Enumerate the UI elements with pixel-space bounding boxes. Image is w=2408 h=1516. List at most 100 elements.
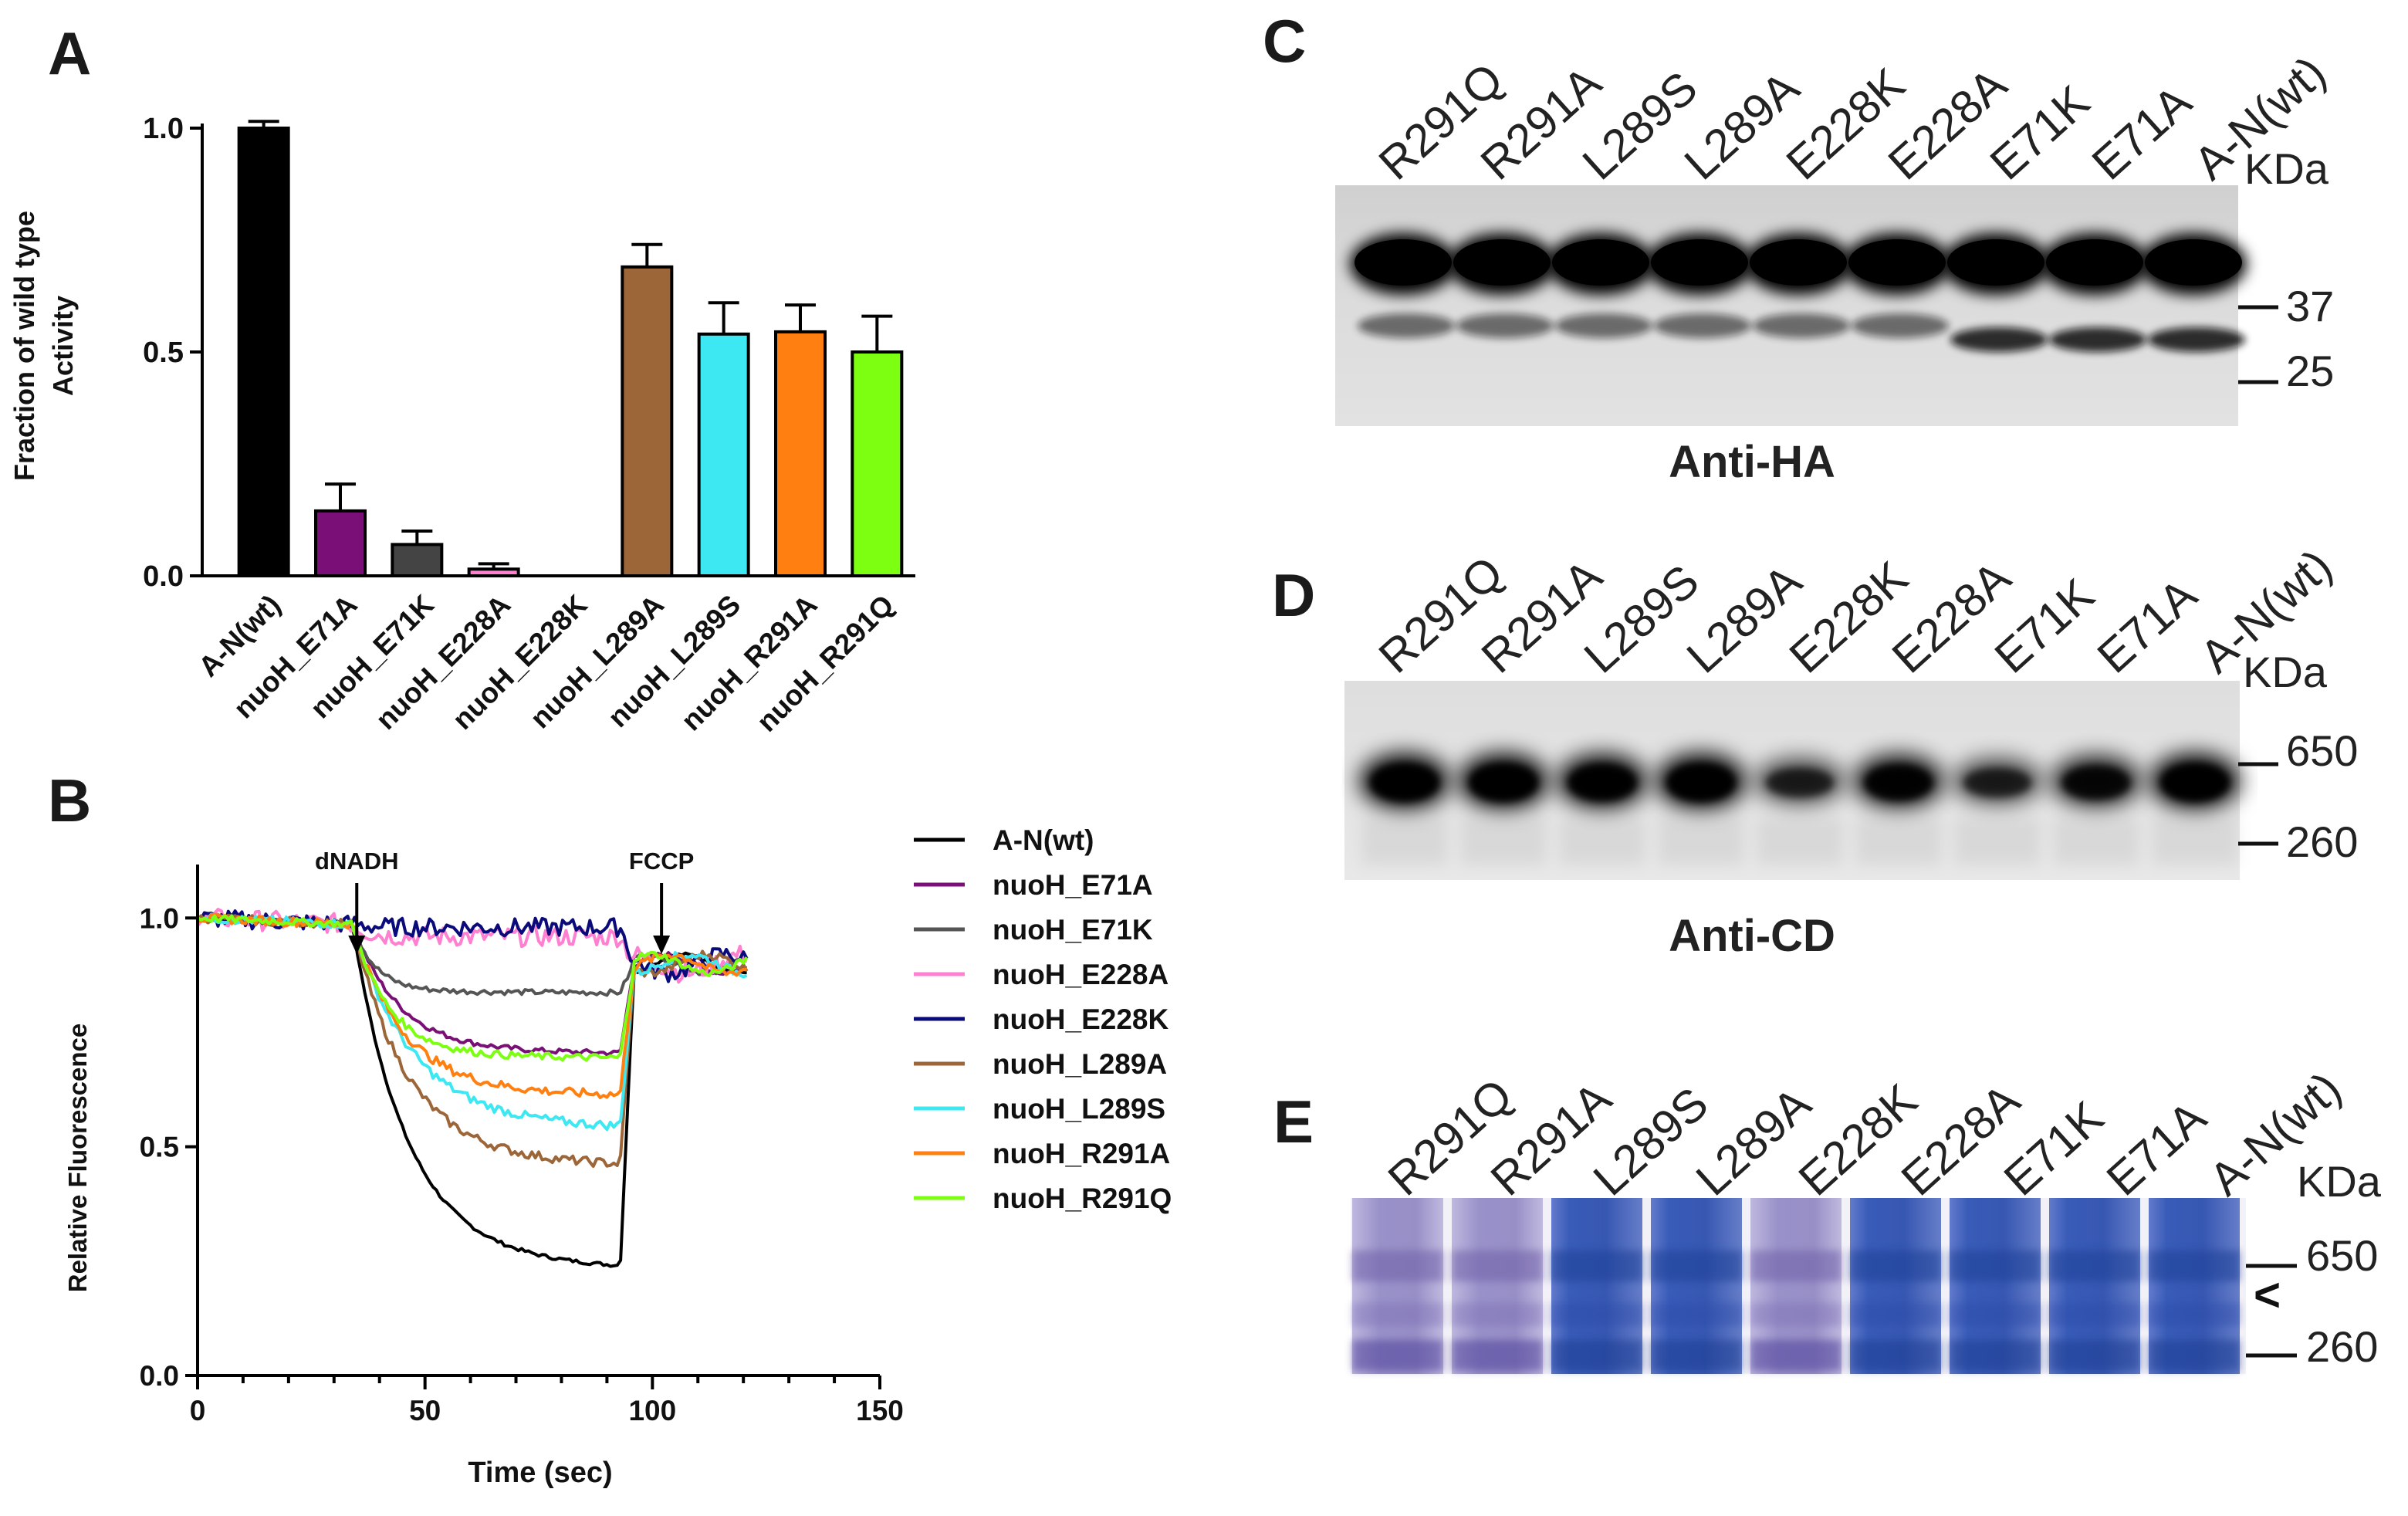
band-smear [1955, 818, 2040, 865]
gel-band-650 [2049, 1250, 2140, 1281]
y-axis-label-line1: Fraction of wild type [8, 211, 40, 481]
band-core [1371, 764, 1439, 801]
gel-band-complex [1352, 1303, 1443, 1326]
lane-label: E228K [1777, 58, 1915, 189]
band-main-core [1552, 239, 1649, 286]
y-tick-label: 0.5 [140, 1132, 179, 1163]
annotation-label: dNADH [315, 848, 399, 875]
panel-label-a: A [48, 19, 91, 87]
gel-band-650 [1551, 1250, 1642, 1281]
band-lower-E228K [1753, 313, 1850, 338]
band-smear [1461, 818, 1546, 865]
gel-band-complex [1452, 1303, 1543, 1326]
series-line-nuoH_R291Q [196, 914, 749, 1062]
x-axis-label: Time (sec) [468, 1457, 612, 1489]
annotation-label: FCCP [629, 848, 694, 875]
annotation-arrowhead [348, 936, 366, 954]
unit-label: KDa [2243, 648, 2328, 696]
gel-band-complex [1551, 1303, 1642, 1326]
legend-label: A-N(wt) [993, 824, 1094, 856]
marker-650: 650 [2306, 1231, 2378, 1280]
band-smear [2153, 818, 2237, 865]
western-blot-anti-ha: R291QR291AL289SL289AE228KE228AE71KE71AA-… [1335, 46, 2335, 487]
lane-label: E228A [1892, 1074, 2030, 1205]
y-tick-label: 0.5 [143, 337, 184, 369]
bar-nuoH_E71A [314, 509, 367, 578]
y-tick-label: 0.0 [143, 560, 184, 593]
gel-band-260 [1850, 1340, 1941, 1371]
y-axis-label-line2: Activity [47, 296, 79, 396]
western-blot-anti-cd: R291QR291AL289SL289AE228KE228AE71KE71AA-… [1344, 540, 2358, 961]
legend-label: nuoH_R291A [993, 1138, 1170, 1169]
band-core [2062, 766, 2130, 800]
x-tick-label: 150 [856, 1395, 904, 1426]
gel-band-260 [1452, 1340, 1543, 1371]
gel-band-650 [1750, 1250, 1842, 1281]
gel-band-complex [1950, 1303, 2041, 1326]
bar-nuoH_E71K [391, 543, 444, 578]
series-line-nuoH_L289S [196, 912, 748, 1132]
bar-chart-activity: A-N(wt)nuoH_E71AnuoH_E71KnuoH_E228AnuoH_… [8, 113, 915, 738]
lane-label: L289A [1686, 1078, 1821, 1206]
lane-label: L289A [1677, 555, 1811, 683]
gel-band-650 [1452, 1250, 1543, 1281]
panel-label-e: E [1273, 1088, 1314, 1156]
band-core [2161, 764, 2229, 801]
band-lower-E71K [1950, 327, 2048, 352]
y-tick-label: 1.0 [140, 902, 179, 934]
y-tick-label: 1.0 [143, 113, 184, 145]
marker-260: 260 [2306, 1322, 2378, 1371]
band-lower-R291Q [1358, 313, 1455, 338]
legend: A-N(wt) nuoH_E71A nuoH_E71K nuoH_E228A nuoH_… [914, 824, 1172, 1214]
gel-band-650 [1352, 1250, 1443, 1281]
x-tick-label: nuoH_R291A [675, 589, 824, 737]
panel-label-c: C [1263, 7, 1306, 75]
gel-band-complex [2049, 1303, 2140, 1326]
bar-nuoH_L289A [621, 265, 674, 577]
lane-label: E71A [2097, 1091, 2216, 1206]
marker-37: 37 [2286, 282, 2334, 330]
band-lower-L289A [1654, 313, 1751, 338]
band-smear [2054, 818, 2139, 865]
gel-band-650 [1850, 1250, 1941, 1281]
y-tick-label: 0.0 [140, 1360, 179, 1392]
annotation-arrowhead [653, 936, 671, 954]
legend-label: nuoH_E228A [993, 959, 1168, 990]
gel-band-650 [2149, 1250, 2240, 1281]
band-core [1667, 764, 1735, 801]
gel-band-complex [1651, 1303, 1742, 1326]
bar-nuoH_L289S [697, 332, 750, 577]
band-smear [1560, 818, 1645, 865]
legend-label: nuoH_E228K [993, 1003, 1169, 1035]
panel-label-b: B [48, 766, 91, 834]
lane-label: E228A [1879, 58, 2017, 189]
band-core [1865, 765, 1933, 800]
marker-260: 260 [2286, 817, 2358, 866]
x-tick-label: nuoH_E228A [370, 589, 516, 736]
x-tick-label: 0 [190, 1395, 206, 1426]
panel-label-d: D [1272, 561, 1315, 629]
gel-band-650 [1950, 1250, 2041, 1281]
band-main-core [1848, 239, 1946, 286]
band-main-core [2145, 239, 2242, 286]
band-smear [1757, 818, 1842, 865]
legend-label: nuoH_L289S [993, 1093, 1165, 1125]
gel-band-260 [1750, 1340, 1842, 1371]
gel-band-260 [1651, 1340, 1742, 1371]
blot-caption: Anti-CD [1669, 911, 1835, 961]
lane-label: E71A [2082, 76, 2201, 190]
legend-label: nuoH_R291Q [993, 1183, 1172, 1214]
band-main-core [1750, 239, 1847, 286]
bar-nuoH_R291A [774, 330, 827, 577]
x-tick-label: 100 [628, 1395, 676, 1426]
x-tick-label: 50 [409, 1395, 441, 1426]
band-main-core [1354, 239, 1452, 286]
gel-band-complex [2149, 1303, 2240, 1326]
band-lower-E228A [1852, 313, 1949, 338]
gel-band-260 [1551, 1340, 1642, 1371]
legend-label: nuoH_L289A [993, 1048, 1167, 1080]
gel-band-260 [1352, 1340, 1443, 1371]
gel-band-260 [1950, 1340, 2041, 1371]
x-tick-label: nuoH_E228K [446, 588, 594, 736]
